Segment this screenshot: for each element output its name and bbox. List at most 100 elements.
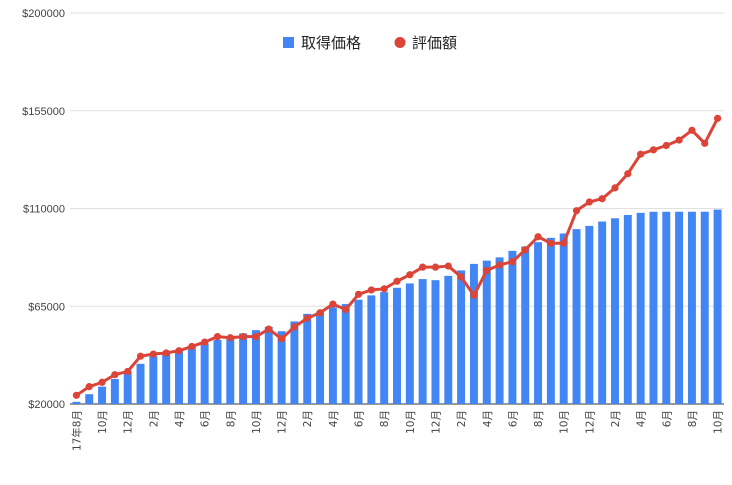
bar (328, 307, 337, 404)
bar (457, 270, 466, 404)
x-tick-label: 12月 (584, 410, 596, 434)
line-point (457, 273, 465, 281)
line-point (201, 338, 209, 346)
x-tick-label: 8月 (225, 410, 237, 427)
bar (495, 257, 504, 404)
bar (239, 333, 248, 404)
line-point (637, 150, 645, 158)
bar (187, 346, 196, 404)
line-point (521, 246, 529, 254)
line-point (572, 207, 581, 215)
line-point (162, 349, 170, 357)
bar (354, 299, 363, 404)
x-tick-label: 2月 (148, 410, 160, 427)
bar (393, 287, 401, 404)
bar (521, 246, 530, 404)
x-tick-label: 8月 (379, 410, 391, 427)
bar (649, 211, 658, 404)
line-point (662, 141, 670, 150)
line-point (213, 333, 222, 341)
bar (341, 304, 350, 404)
bar (636, 212, 645, 404)
bar (251, 330, 260, 404)
line-point (688, 126, 696, 134)
line-point (277, 335, 286, 343)
bar (98, 386, 107, 404)
bar (534, 242, 543, 404)
line-point (239, 333, 247, 341)
bar (675, 211, 684, 404)
line-point (611, 184, 619, 192)
bar (611, 218, 619, 404)
line-series (72, 114, 722, 399)
bar (367, 295, 376, 404)
x-tick-label: 10月 (251, 410, 263, 434)
line-point (290, 323, 299, 331)
bar (444, 275, 453, 404)
bar (303, 313, 312, 404)
legend-swatch-line (394, 37, 406, 48)
y-tick-label: $155000 (22, 106, 65, 118)
x-tick-label: 2月 (456, 410, 468, 427)
line-point (508, 258, 517, 266)
bar (700, 211, 709, 404)
line-point (649, 146, 658, 154)
bar (162, 352, 171, 404)
line-point (72, 391, 81, 399)
bar (200, 343, 209, 404)
x-tick-label: 4月 (636, 410, 648, 427)
bar (623, 215, 632, 404)
x-tick-label: 17年8月 (70, 410, 83, 451)
legend-label-line: 評価額 (412, 34, 457, 52)
legend: 取得価格 評価額 (283, 34, 457, 52)
x-tick-label: 4月 (328, 410, 340, 427)
line-point (547, 239, 555, 247)
bar (585, 225, 594, 404)
line-point (354, 290, 363, 298)
x-tick-label: 6月 (507, 410, 519, 427)
x-tick-label: 10月 (559, 410, 571, 434)
bar (559, 233, 568, 404)
bar (482, 260, 491, 404)
line-point (98, 378, 106, 386)
line-point (136, 352, 145, 360)
bar (598, 221, 607, 404)
legend-swatch-bar (283, 37, 294, 48)
line-point (560, 239, 568, 247)
line-point (316, 309, 324, 317)
bar (546, 237, 555, 404)
line-point (495, 261, 504, 269)
line-point (252, 333, 260, 341)
bar (85, 394, 94, 404)
bar (662, 211, 671, 404)
line-point (713, 114, 722, 122)
line-point (329, 300, 337, 308)
line-point (406, 271, 414, 279)
y-tick-label: $200000 (22, 8, 65, 20)
x-tick-label: 6月 (354, 410, 366, 427)
y-tick-label: $20000 (28, 399, 65, 411)
line-point (431, 263, 440, 271)
x-tick-label: 2月 (302, 410, 314, 427)
x-tick-label: 12月 (277, 410, 289, 434)
bar (508, 250, 517, 404)
line-point (483, 266, 491, 275)
line-point (149, 350, 157, 358)
x-tick-label: 2月 (610, 410, 622, 427)
x-tick-label: 8月 (687, 410, 699, 427)
line-point (701, 139, 709, 147)
bar (213, 339, 222, 404)
bar (431, 280, 440, 404)
y-tick-label: $65000 (28, 301, 65, 313)
bar (136, 363, 145, 404)
x-tick-label: 4月 (482, 410, 494, 427)
x-tick-label: 10月 (97, 410, 109, 434)
bar (123, 371, 132, 404)
x-tick-label: 8月 (533, 410, 545, 427)
x-tick-label: 4月 (174, 410, 186, 427)
y-axis-ticks: $20000 $65000 $110000 $155000 $200000 (22, 8, 65, 411)
x-tick-label: 6月 (661, 410, 673, 427)
line-point (226, 334, 234, 342)
bar (469, 263, 478, 404)
